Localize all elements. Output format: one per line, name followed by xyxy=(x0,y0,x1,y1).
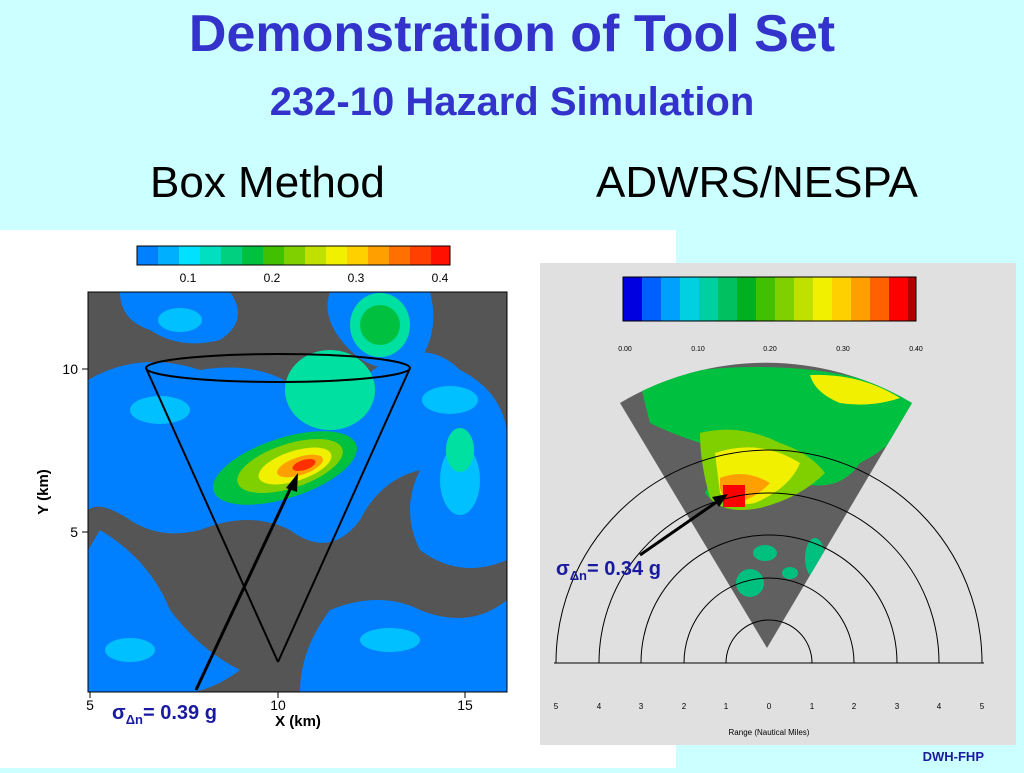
right-x-tick-2: 3 xyxy=(639,702,644,711)
right-x-tick-3: 2 xyxy=(682,702,687,711)
left-x-label: X (km) xyxy=(275,713,321,730)
left-cbar-tick-3: 0.4 xyxy=(432,271,449,285)
right-x-label: Range (Nautical Miles) xyxy=(729,728,810,737)
left-cbar-tick-0: 0.1 xyxy=(180,271,197,285)
range-rings xyxy=(554,449,984,664)
left-y-tick-1: 5 xyxy=(70,524,78,540)
right-cbar-tick-2: 0.20 xyxy=(763,346,777,353)
right-cbar-tick-1: 0.10 xyxy=(691,346,705,353)
cone-outline xyxy=(145,353,411,663)
left-sigma-sub: Δn xyxy=(125,712,143,727)
right-sigma-sub: Δn xyxy=(569,568,587,583)
right-cbar-tick-0: 0.00 xyxy=(618,346,632,353)
left-arrow xyxy=(194,473,298,691)
left-y-tick-0: 10 xyxy=(62,361,78,377)
left-cbar-tick-2: 0.3 xyxy=(348,271,365,285)
right-sigma-symbol: σ xyxy=(556,558,570,580)
right-x-tick-10: 5 xyxy=(980,702,985,711)
left-y-label: Y (km) xyxy=(35,469,52,515)
adwrs-plot: 0.00 0.10 0.20 0.30 0.40 xyxy=(554,276,985,737)
left-sigma-symbol: σ xyxy=(112,702,126,724)
right-cbar-tick-4: 0.40 xyxy=(909,346,923,353)
box-method-plot: 0.1 0.2 0.3 0.4 xyxy=(35,245,508,730)
left-x-tick-2: 15 xyxy=(457,697,473,713)
section-right-label: ADWRS/NESPA xyxy=(596,158,918,207)
right-x-tick-7: 2 xyxy=(852,702,857,711)
right-cbar-tick-3: 0.30 xyxy=(836,346,850,353)
left-x-tick-1: 10 xyxy=(270,697,286,713)
right-x-tick-5: 0 xyxy=(767,702,772,711)
right-x-tick-0: 5 xyxy=(554,702,559,711)
right-sigma-value: = 0.34 g xyxy=(586,558,661,580)
main-title: Demonstration of Tool Set xyxy=(188,5,836,63)
right-x-tick-8: 3 xyxy=(895,702,900,711)
adwrs-panel: 0.00 0.10 0.20 0.30 0.40 xyxy=(540,263,1016,745)
right-x-tick-9: 4 xyxy=(937,702,942,711)
right-arrow xyxy=(639,494,728,557)
right-colorbar xyxy=(622,276,917,322)
left-colorbar xyxy=(136,245,451,266)
right-x-tick-6: 1 xyxy=(810,702,815,711)
right-sigma-annotation: σΔn= 0.34 g xyxy=(556,558,661,583)
radar-field xyxy=(640,367,912,597)
right-x-tick-4: 1 xyxy=(724,702,729,711)
sub-title: 232-10 Hazard Simulation xyxy=(269,80,755,124)
footer-logo-text: DWH-FHP xyxy=(922,749,984,764)
left-sigma-value: = 0.39 g xyxy=(142,702,217,724)
contour-field xyxy=(88,292,507,692)
left-x-tick-0: 5 xyxy=(86,697,94,713)
section-left-label: Box Method xyxy=(150,158,385,207)
left-sigma-annotation: σΔn= 0.39 g xyxy=(112,702,217,727)
left-cbar-tick-1: 0.2 xyxy=(264,271,281,285)
right-x-tick-1: 4 xyxy=(597,702,602,711)
